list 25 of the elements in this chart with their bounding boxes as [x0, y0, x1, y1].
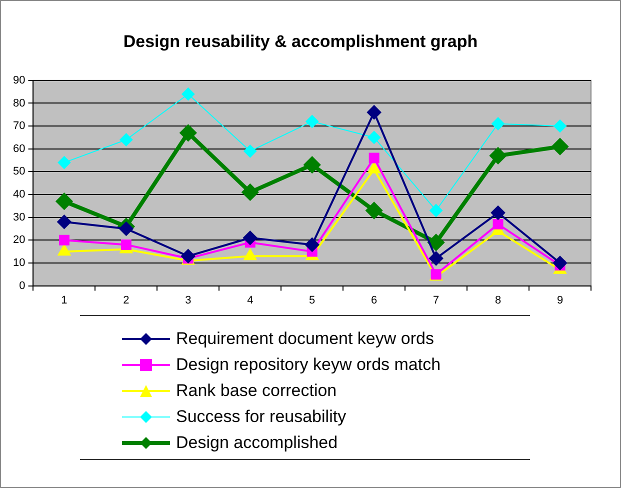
- y-tick-label: 70: [12, 120, 26, 132]
- legend-label: Design accomplished: [176, 433, 338, 453]
- y-tick-label: 20: [12, 234, 26, 246]
- y-tick-label: 80: [12, 97, 26, 110]
- y-tick-label: 50: [12, 166, 26, 178]
- x-tick-label: 9: [556, 294, 564, 306]
- x-tick-label: 3: [185, 294, 192, 306]
- x-tick-label: 8: [494, 294, 502, 306]
- x-tick-label: 6: [371, 294, 378, 306]
- x-tick-label: 7: [433, 294, 440, 306]
- x-tick-label: 5: [309, 294, 316, 306]
- x-tick-label: 4: [247, 294, 254, 306]
- y-tick-label: 0: [19, 280, 26, 292]
- legend-label: Design repository keyw ords match: [176, 355, 441, 375]
- legend-label: Success for reusability: [176, 407, 346, 427]
- y-tick-label: 90: [12, 74, 26, 86]
- y-tick-label: 30: [12, 211, 26, 224]
- x-tick-label: 1: [61, 294, 68, 306]
- y-tick-label: 60: [12, 142, 26, 155]
- y-tick-label: 40: [12, 188, 26, 201]
- legend-label: Rank base correction: [176, 381, 337, 401]
- x-tick-label: 2: [123, 294, 130, 306]
- legend-label: Requirement document keyw ords: [176, 329, 434, 349]
- y-tick-label: 10: [12, 257, 26, 270]
- chart-title: Design reusability & accomplishment graph: [123, 32, 478, 51]
